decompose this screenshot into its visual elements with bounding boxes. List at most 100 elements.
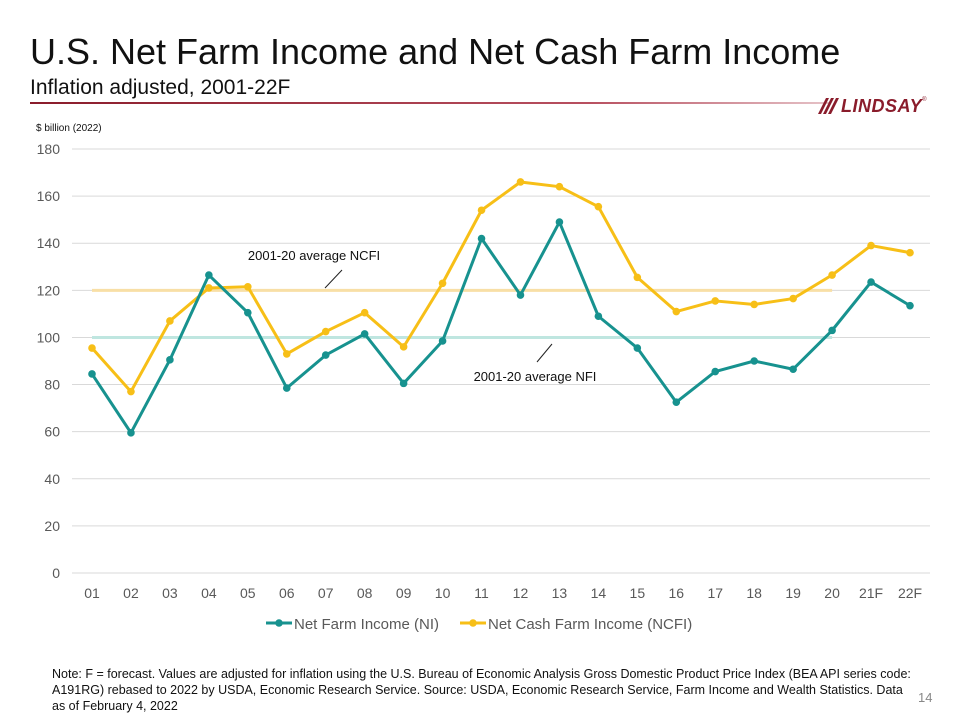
data-point: [166, 317, 174, 325]
x-tick-label: 08: [357, 585, 373, 601]
data-point: [594, 312, 603, 321]
y-tick-label: 80: [44, 377, 60, 393]
ncfi-average-label: 2001-20 average NCFI: [248, 248, 380, 263]
y-tick-label: 40: [44, 471, 60, 487]
data-point: [166, 356, 174, 364]
page-number: 14: [918, 690, 933, 705]
y-tick-label: 60: [44, 424, 60, 440]
x-tick-label: 04: [201, 585, 217, 601]
y-tick-label: 120: [37, 282, 61, 298]
data-point: [711, 367, 720, 376]
x-tick-label: 15: [630, 585, 646, 601]
title-divider: [30, 102, 830, 104]
x-tick-label: 12: [513, 585, 529, 601]
page-title: U.S. Net Farm Income and Net Cash Farm I…: [30, 31, 841, 72]
x-tick-label: 09: [396, 585, 412, 601]
data-point: [594, 202, 603, 211]
x-tick-label: 16: [668, 585, 684, 601]
data-point: [555, 182, 564, 191]
x-tick-label: 11: [474, 585, 489, 601]
data-point: [282, 350, 291, 358]
x-tick-label: 17: [707, 585, 723, 601]
series-group: [88, 178, 914, 437]
data-point: [672, 307, 681, 316]
x-tick-label: 02: [123, 585, 139, 601]
nfi-average-leader: [536, 343, 553, 363]
data-point: [244, 308, 252, 317]
data-point: [867, 241, 875, 250]
data-point: [516, 291, 525, 299]
data-point: [555, 218, 564, 226]
data-point: [711, 297, 720, 305]
legend-swatch-marker: [469, 619, 477, 627]
footnote: Note: F = forecast. Values are adjusted …: [52, 667, 911, 713]
data-point: [828, 271, 836, 279]
data-point: [906, 248, 914, 257]
lindsay-logo: LINDSAY ®: [818, 95, 927, 117]
series-line: [90, 220, 911, 435]
x-tick-labels: 01 02 03 04 05 06 07 08 09 10 11 12 13 14 15 16 17 18 19 20…: [84, 585, 922, 601]
x-tick-label: 07: [318, 585, 334, 601]
data-point: [282, 384, 291, 392]
data-point: [127, 387, 135, 396]
data-point: [633, 273, 642, 282]
data-point: [477, 206, 486, 215]
data-point: [750, 357, 758, 365]
logo-wordmark: LINDSAY: [841, 95, 923, 116]
reference-lines: [92, 288, 833, 339]
x-tick-label: 13: [552, 585, 568, 601]
x-tick-label: 21F: [859, 585, 883, 601]
data-point: [438, 279, 447, 288]
data-point: [321, 327, 330, 336]
logo-trademark: ®: [922, 97, 927, 103]
chart-legend: Net Farm Income (NI) Net Cash Farm Income…: [266, 616, 692, 633]
x-tick-label: 20: [824, 585, 840, 601]
data-point: [906, 301, 914, 310]
x-tick-label: 01: [84, 585, 100, 601]
y-tick-label: 160: [37, 188, 61, 204]
y-tick-label: 20: [44, 518, 60, 534]
x-tick-label: 14: [591, 585, 607, 601]
data-point: [672, 398, 681, 407]
data-point: [205, 284, 213, 292]
page-subtitle: Inflation adjusted, 2001-22F: [30, 76, 291, 99]
data-point: [88, 370, 96, 378]
x-tick-label: 03: [162, 585, 178, 601]
y-tick-label: 0: [52, 565, 60, 581]
data-point: [867, 278, 875, 286]
data-point: [244, 283, 252, 291]
legend-label: Net Cash Farm Income (NCFI): [488, 616, 692, 633]
data-point: [789, 365, 797, 374]
legend-swatch-marker: [275, 619, 283, 627]
x-tick-label: 06: [279, 585, 295, 601]
data-point: [438, 337, 447, 345]
x-tick-label: 18: [746, 585, 762, 601]
data-point: [88, 344, 96, 352]
x-tick-label: 10: [435, 585, 451, 601]
data-point: [205, 271, 213, 279]
y-tick-label: 140: [37, 235, 61, 251]
x-tick-label: 22F: [898, 585, 922, 601]
data-point: [789, 294, 797, 303]
annotations: 2001-20 average NCFI 2001-20 average NFI: [248, 248, 597, 384]
income-line-chart: $ billion (2022) 02040608010012014016018…: [36, 123, 930, 633]
data-point: [360, 308, 369, 317]
series-line: [90, 180, 911, 394]
y-tick-label: 180: [37, 141, 61, 157]
x-tick-label: 19: [785, 585, 801, 601]
x-tick-label: 05: [240, 585, 256, 601]
data-point: [516, 178, 525, 186]
lindsay-logo-mark-icon: [818, 98, 839, 114]
data-point: [321, 351, 330, 359]
data-point: [828, 326, 836, 335]
data-point: [127, 429, 135, 437]
legend-label: Net Farm Income (NI): [294, 616, 439, 633]
data-point: [399, 343, 408, 351]
data-point: [399, 379, 408, 388]
data-point: [633, 344, 642, 352]
data-point: [750, 300, 758, 309]
nfi-average-label: 2001-20 average NFI: [474, 369, 597, 384]
y-tick-labels: 0 20 40 60 80 100 120 140 160 180: [37, 141, 61, 581]
y-tick-label: 100: [37, 329, 61, 345]
y-axis-label: $ billion (2022): [36, 123, 102, 134]
